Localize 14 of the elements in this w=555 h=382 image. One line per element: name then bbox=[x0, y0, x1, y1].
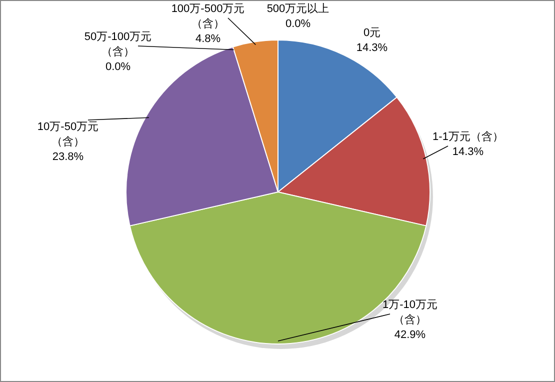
slice-label: 100万-500万元（含） bbox=[171, 3, 245, 30]
data-label: 23.8% bbox=[52, 151, 84, 163]
text: 0.0% bbox=[285, 18, 311, 30]
data-label: 4.8% bbox=[195, 33, 221, 45]
slice-label: 1-1万元（含） bbox=[432, 130, 504, 143]
data-label: 14.3% bbox=[452, 146, 484, 158]
text: 0.0% bbox=[105, 61, 131, 73]
data-label: 14.3% bbox=[356, 42, 388, 54]
category-label: 50万-100万元（含） bbox=[84, 31, 152, 58]
data-label: 42.9% bbox=[394, 329, 426, 341]
slice-label: 1万-10万元（含） bbox=[382, 299, 438, 326]
category-label: 500万元以上 bbox=[266, 3, 330, 15]
slice-label: 10万-50万元（含） bbox=[37, 121, 99, 148]
slice-label: 0元 bbox=[363, 27, 381, 39]
